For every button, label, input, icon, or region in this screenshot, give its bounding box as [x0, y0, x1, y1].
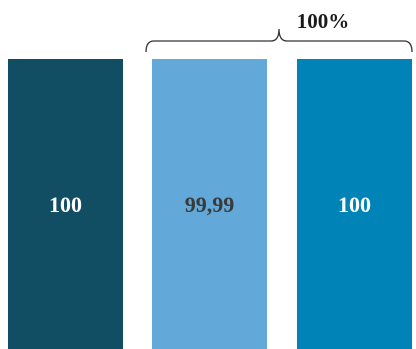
- bar-1: [8, 59, 123, 349]
- data-label-3: 100: [338, 192, 371, 217]
- data-label-2: 99,99: [185, 192, 235, 217]
- bracket-label: 100%: [297, 9, 350, 33]
- bracket-annotation: 100%: [145, 9, 413, 53]
- bar-3: [297, 59, 412, 349]
- bar-2: [152, 59, 267, 349]
- bracket-line: [145, 28, 413, 53]
- data-labels-layer: 100 99,99 100: [49, 192, 371, 217]
- bars-layer: [8, 59, 412, 349]
- data-label-1: 100: [49, 192, 82, 217]
